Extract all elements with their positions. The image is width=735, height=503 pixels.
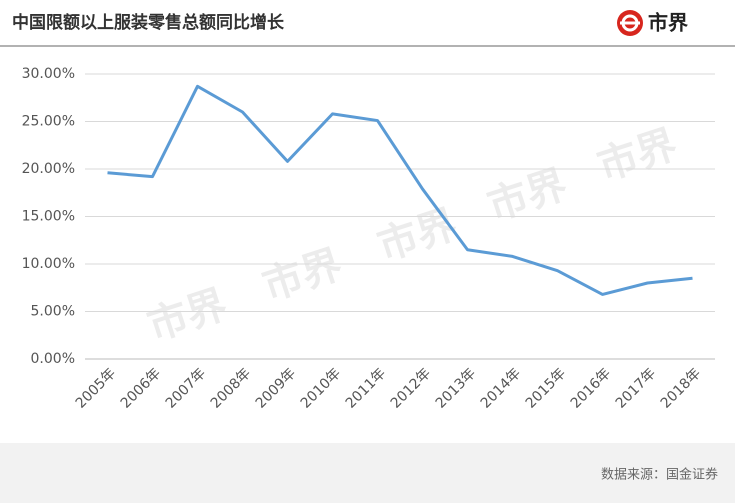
y-tick-label: 15.00% xyxy=(22,209,75,225)
y-tick-label: 5.00% xyxy=(31,304,75,320)
chart-title: 中国限额以上服装零售总额同比增长 xyxy=(12,12,285,33)
y-tick-label: 25.00% xyxy=(22,114,75,130)
data-line xyxy=(107,84,693,296)
source-note: 数据来源：国金证券 xyxy=(601,467,718,483)
footer-band xyxy=(0,443,735,503)
y-tick-label: 0.00% xyxy=(31,351,75,367)
y-tick-label: 10.00% xyxy=(22,256,75,272)
y-tick-label: 30.00% xyxy=(22,66,75,82)
logo-text: 市界 xyxy=(648,11,688,35)
y-tick-label: 20.00% xyxy=(22,161,75,177)
